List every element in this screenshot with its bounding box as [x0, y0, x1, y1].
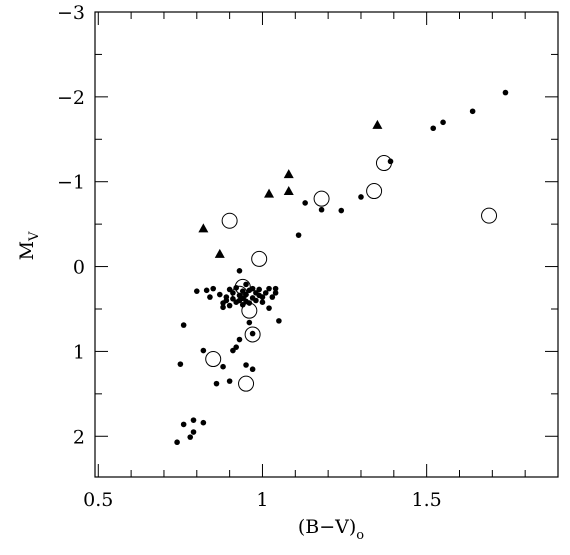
- y-tick-label: −2: [57, 87, 85, 109]
- open-circle-point: [231, 285, 248, 302]
- open-circle-point: [238, 375, 255, 392]
- filled-circle-point: [200, 347, 207, 354]
- filled-circle-point: [249, 366, 256, 373]
- triangle-point: [214, 248, 225, 258]
- filled-circle-point: [220, 304, 226, 311]
- open-circle-point: [313, 190, 330, 207]
- filled-circle-point: [269, 294, 276, 300]
- filled-circle-point: [469, 108, 476, 115]
- triangle-point: [283, 169, 294, 179]
- filled-circle-point: [216, 291, 223, 298]
- filled-circle-point: [210, 285, 217, 292]
- x-axis-label-sub: o: [356, 528, 364, 543]
- tick-labels: 0.5 1 1.5 −3 −2 −1 0 1 2: [57, 2, 442, 511]
- y-tick-label: −3: [57, 2, 85, 24]
- filled-circle-point: [226, 302, 233, 309]
- open-circle-point: [375, 155, 392, 172]
- filled-circle-point: [338, 207, 345, 214]
- filled-circle-point: [272, 290, 279, 296]
- filled-circle-point: [243, 281, 249, 288]
- filled-circle-point: [180, 322, 187, 328]
- data-points: [174, 89, 509, 446]
- filled-circle-point: [174, 439, 180, 446]
- filled-circle-point: [213, 380, 220, 387]
- filled-circle-point: [358, 194, 364, 200]
- y-tick-label: 0: [73, 257, 85, 279]
- triangle-point: [198, 223, 209, 233]
- filled-circle-point: [276, 318, 282, 324]
- filled-circle-point: [236, 336, 243, 343]
- filled-circle-point: [302, 200, 308, 206]
- x-tick-label: 0.5: [83, 489, 113, 511]
- filled-circle-point: [236, 268, 243, 274]
- filled-circle-point: [177, 361, 184, 367]
- open-circle-point: [366, 183, 383, 200]
- y-axis-label: MV: [16, 231, 42, 260]
- filled-circle-point: [295, 232, 302, 238]
- filled-circle-point: [249, 330, 256, 337]
- axis-ticks: [95, 11, 559, 477]
- filled-circle-point: [226, 378, 233, 384]
- filled-circle-point: [266, 285, 272, 292]
- filled-circle-point: [180, 421, 187, 428]
- filled-circle-point: [187, 434, 194, 440]
- triangle-point: [372, 119, 383, 129]
- filled-circle-point: [430, 125, 437, 132]
- open-circle-point: [244, 326, 261, 343]
- filled-circle-point: [243, 362, 249, 368]
- filled-circle-point: [253, 297, 259, 304]
- x-axis-label: (B−V)o: [298, 516, 364, 543]
- y-axis-label-main: M: [16, 241, 38, 260]
- filled-circle-point: [318, 206, 325, 213]
- filled-circle-point: [266, 305, 272, 311]
- filled-circle-point: [272, 285, 279, 292]
- filled-circle-point: [233, 344, 239, 350]
- open-circle-point: [251, 250, 268, 267]
- filled-circle-point: [259, 299, 266, 306]
- filled-circle-point: [246, 319, 253, 326]
- filled-circle-point: [440, 119, 446, 126]
- filled-circle-point: [256, 286, 262, 293]
- y-axis-label-sub: V: [27, 231, 42, 242]
- filled-circle-point: [249, 285, 256, 292]
- filled-circle-point: [193, 288, 200, 294]
- filled-circle-point: [207, 294, 213, 300]
- open-circle-point: [205, 351, 222, 368]
- filled-circle-point: [200, 419, 207, 426]
- filled-circle-point: [220, 363, 226, 370]
- open-circle-point: [241, 302, 258, 319]
- filled-circle-point: [190, 429, 197, 435]
- triangle-point: [283, 186, 294, 196]
- filled-circle-point: [223, 297, 230, 304]
- filled-circle-point: [203, 287, 210, 294]
- x-tick-label: 1.5: [412, 489, 442, 511]
- x-axis-label-main: (B−V): [298, 516, 356, 538]
- y-tick-label: 1: [73, 341, 85, 363]
- open-circle-point: [221, 212, 238, 229]
- filled-circle-point: [190, 417, 197, 423]
- open-circle-point: [481, 207, 498, 224]
- x-tick-label: 1: [256, 489, 268, 511]
- y-tick-label: −1: [57, 172, 85, 194]
- y-tick-label: 2: [73, 426, 85, 448]
- filled-circle-point: [259, 294, 266, 300]
- triangle-point: [264, 188, 275, 198]
- filled-circle-point: [262, 290, 269, 296]
- filled-circle-point: [502, 89, 509, 96]
- plot-frame: [94, 11, 559, 478]
